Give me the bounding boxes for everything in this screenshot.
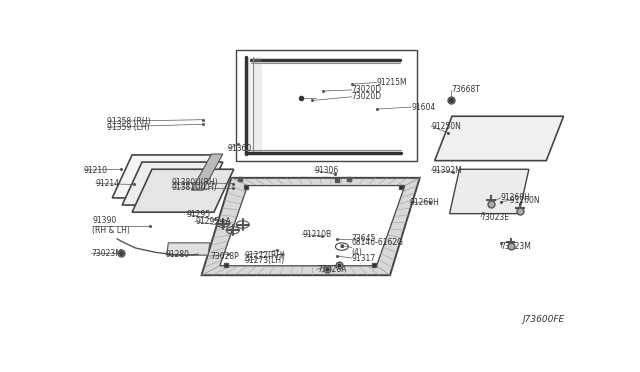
Text: 91260H: 91260H	[500, 193, 531, 202]
Text: 91390
(RH & LH): 91390 (RH & LH)	[92, 217, 131, 235]
Text: 73023M: 73023M	[500, 242, 531, 251]
Polygon shape	[167, 243, 210, 255]
Polygon shape	[122, 162, 223, 205]
Text: 91306: 91306	[314, 166, 339, 174]
Text: J73600FE: J73600FE	[523, 315, 565, 324]
Text: 91392M: 91392M	[431, 166, 462, 174]
Text: 73028P: 73028P	[210, 251, 239, 260]
Text: 91273(LH): 91273(LH)	[244, 256, 285, 265]
Text: 91358 (RH): 91358 (RH)	[108, 117, 151, 126]
Text: 91215M: 91215M	[376, 78, 407, 87]
Polygon shape	[220, 186, 405, 266]
Text: -91260N: -91260N	[508, 196, 540, 205]
Text: 91210: 91210	[84, 166, 108, 174]
Polygon shape	[191, 154, 223, 190]
Text: 73020D: 73020D	[352, 86, 382, 94]
Polygon shape	[132, 169, 234, 212]
Text: 73020D: 73020D	[352, 92, 382, 101]
Text: 91381U(LH): 91381U(LH)	[172, 183, 217, 192]
Text: 91359 (LH): 91359 (LH)	[108, 123, 150, 132]
Text: 73023M: 73023M	[91, 248, 122, 258]
Text: 73023E: 73023E	[481, 212, 510, 222]
Text: 91214: 91214	[96, 179, 120, 188]
Polygon shape	[449, 169, 529, 214]
Text: 73026A: 73026A	[317, 265, 347, 274]
Text: 91380U(RH): 91380U(RH)	[172, 178, 218, 187]
Text: 91317: 91317	[352, 254, 376, 263]
Text: 91250N: 91250N	[431, 122, 461, 131]
Text: 91210B: 91210B	[302, 230, 332, 239]
Text: 91295: 91295	[187, 210, 211, 219]
Text: 91260H: 91260H	[410, 198, 440, 207]
Text: 91280: 91280	[165, 250, 189, 259]
Text: 91604: 91604	[412, 103, 436, 112]
Polygon shape	[246, 57, 401, 154]
Text: B: B	[340, 244, 344, 249]
Polygon shape	[202, 178, 420, 275]
Polygon shape	[435, 116, 564, 161]
FancyBboxPatch shape	[236, 50, 417, 161]
Text: 73645: 73645	[352, 234, 376, 243]
Polygon shape	[112, 155, 211, 198]
Text: 91272(RH): 91272(RH)	[244, 251, 286, 260]
Text: 91295+A: 91295+A	[195, 217, 231, 226]
Text: 08146-6162G
(4): 08146-6162G (4)	[352, 238, 404, 257]
Text: 73668T: 73668T	[451, 86, 480, 94]
Text: 91360: 91360	[228, 144, 252, 153]
